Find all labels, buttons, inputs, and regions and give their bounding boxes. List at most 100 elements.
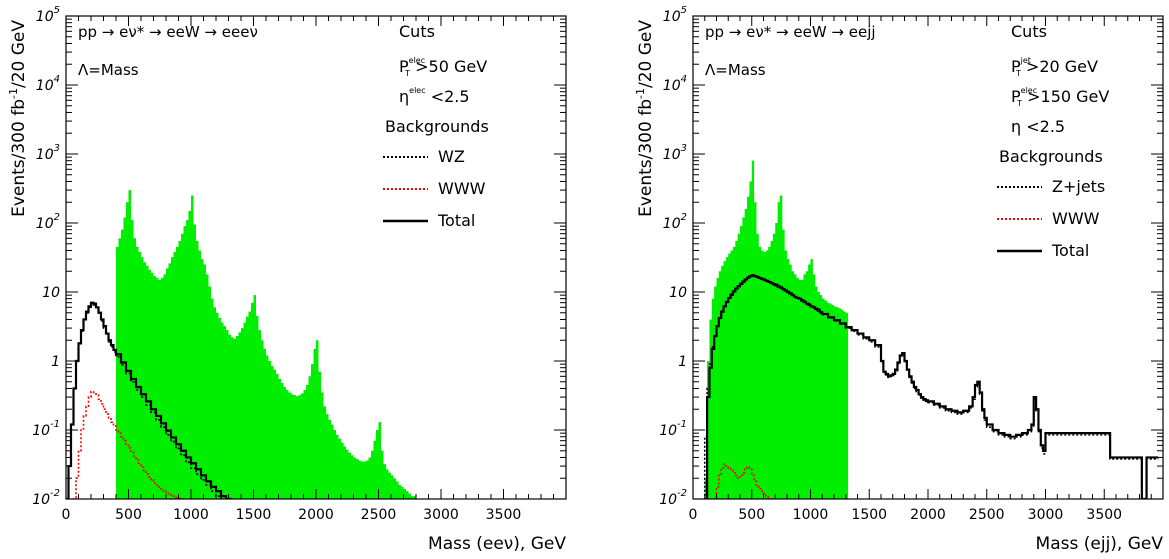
x-tick-label: 1500: [236, 507, 272, 523]
y-tick-exponent: -2: [50, 488, 60, 499]
y-tick-label: 1: [678, 354, 687, 370]
cut-line: Pelec T >50 GeV: [399, 56, 487, 78]
y-tick-base: 10: [36, 78, 54, 94]
series-z-jets-line: [703, 274, 1159, 499]
y-tick-exponent: 5: [54, 5, 60, 16]
y-tick-label: 105: [36, 5, 60, 25]
plot-area: [703, 160, 1159, 499]
annotations: pp → eν* → eeW → eeeν Λ=Mass Cuts Pelec T >5…: [78, 22, 489, 230]
backgrounds-title: Backgrounds: [999, 147, 1103, 166]
legend-label: Z+jets: [1052, 177, 1105, 196]
cut-symbol: P: [1011, 87, 1021, 106]
x-tick-label: 2500: [969, 507, 1005, 523]
x-tick-label: 0: [689, 507, 698, 523]
x-tick-label: 3000: [423, 507, 459, 523]
cut-subscript: T: [1016, 99, 1022, 108]
y-tick-exponent: 5: [681, 5, 687, 16]
y-tick-label: 10-2: [659, 488, 687, 508]
x-tick-label: 3500: [486, 507, 522, 523]
y-tick-exponent: 2: [54, 212, 60, 223]
series-signal-area: [116, 190, 419, 499]
series-wz-line: [66, 303, 222, 499]
y-tick-label: 10-1: [32, 419, 60, 439]
chart-panel-2: 0 500 1000 1500 2000 2500 3000 350010-210-11101…: [634, 5, 1164, 554]
y-tick-base: 10: [42, 285, 60, 301]
x-axis: 0 500 1000 1500 2000 2500 3000 3500: [62, 16, 554, 523]
y-tick-label: 103: [36, 143, 60, 163]
y-axis-label-main: Events/300 fb: [9, 99, 29, 217]
cut-superscript: elec: [409, 86, 425, 95]
y-axis-label-exponent: -1: [634, 88, 647, 99]
x-axis: 0 500 1000 1500 2000 2500 3000 3500: [689, 16, 1152, 523]
y-tick-base: 10: [659, 423, 677, 439]
y-tick-base: 10: [36, 216, 54, 232]
y-tick-base: 10: [663, 9, 681, 25]
cut-value: >150 GeV: [1022, 87, 1109, 106]
series-www-line: [713, 463, 772, 499]
cut-symbol: η: [1011, 117, 1021, 136]
y-tick-label: 10: [669, 285, 687, 301]
x-tick-label: 2000: [298, 507, 334, 523]
backgrounds-title: Backgrounds: [385, 117, 489, 136]
x-tick-label: 3000: [1028, 507, 1064, 523]
y-tick-exponent: 4: [54, 74, 60, 85]
y-tick-label: 10-2: [32, 488, 60, 508]
y-axis-label: Events/300 fb-1/20 GeV: [634, 20, 656, 217]
cut-value: >50 GeV: [410, 57, 487, 76]
y-tick-label: 103: [663, 143, 687, 163]
x-tick-label: 1000: [793, 507, 829, 523]
cut-subscript: T: [1015, 69, 1021, 78]
y-tick-base: 10: [36, 9, 54, 25]
y-tick-label: 105: [663, 5, 687, 25]
cut-line: η <2.5: [1011, 117, 1065, 136]
lambda-label: Λ=Mass: [705, 61, 766, 79]
cuts-title: Cuts: [1011, 22, 1047, 41]
y-tick-exponent: 4: [681, 74, 687, 85]
y-tick-base: 10: [663, 216, 681, 232]
legend-label: Total: [1051, 241, 1089, 260]
cut-symbol: η: [399, 87, 409, 106]
y-axis-label-main: Events/300 fb: [636, 99, 656, 217]
y-axis-label: Events/300 fb-1/20 GeV: [7, 20, 29, 217]
series-signal-area: [704, 160, 849, 499]
cut-line: ηelec <2.5: [399, 86, 470, 106]
cut-superscript: elec: [1021, 86, 1037, 95]
y-tick-base: 10: [36, 147, 54, 163]
cut-subscript: T: [404, 69, 410, 78]
lambda-label: Λ=Mass: [78, 61, 139, 79]
y-tick-base: 1: [51, 354, 60, 370]
annotations: pp → eν* → eeW → eejj Λ=Mass Cuts Pjet T >20…: [705, 22, 1109, 260]
series-www-line: [72, 390, 187, 499]
y-tick-base: 10: [32, 423, 50, 439]
y-tick-label: 102: [663, 212, 687, 232]
cuts-title: Cuts: [399, 22, 435, 41]
y-tick-exponent: -1: [677, 419, 687, 430]
y-tick-label: 102: [36, 212, 60, 232]
x-tick-label: 1500: [851, 507, 887, 523]
y-tick-label: 10-1: [659, 419, 687, 439]
y-axis-label-exponent: -1: [7, 88, 20, 99]
y-tick-label: 10: [42, 285, 60, 301]
cut-symbol: P: [1011, 57, 1021, 76]
y-tick-exponent: 2: [681, 212, 687, 223]
x-tick-label: 2500: [361, 507, 397, 523]
x-tick-label: 1000: [173, 507, 209, 523]
legend-label: WWW: [1052, 209, 1100, 228]
cut-superscript: elec: [409, 56, 425, 65]
y-tick-label: 104: [36, 74, 60, 94]
y-tick-base: 10: [669, 285, 687, 301]
y-axis-label-tail: /20 GeV: [636, 20, 656, 88]
y-tick-base: 10: [32, 492, 50, 508]
legend-label: WZ: [438, 147, 465, 166]
x-tick-label: 0: [62, 507, 71, 523]
y-axis-label-tail: /20 GeV: [9, 20, 29, 88]
x-tick-label: 3500: [1086, 507, 1122, 523]
process-label: pp → eν* → eeW → eeeν: [78, 23, 258, 41]
x-tick-label: 500: [738, 507, 765, 523]
x-axis-label: Mass (ejj), GeV: [1036, 534, 1164, 554]
process-label: pp → eν* → eeW → eejj: [705, 23, 876, 41]
chart-panel-1: 0 500 1000 1500 2000 2500 3000 350010-210-11101…: [7, 5, 567, 554]
